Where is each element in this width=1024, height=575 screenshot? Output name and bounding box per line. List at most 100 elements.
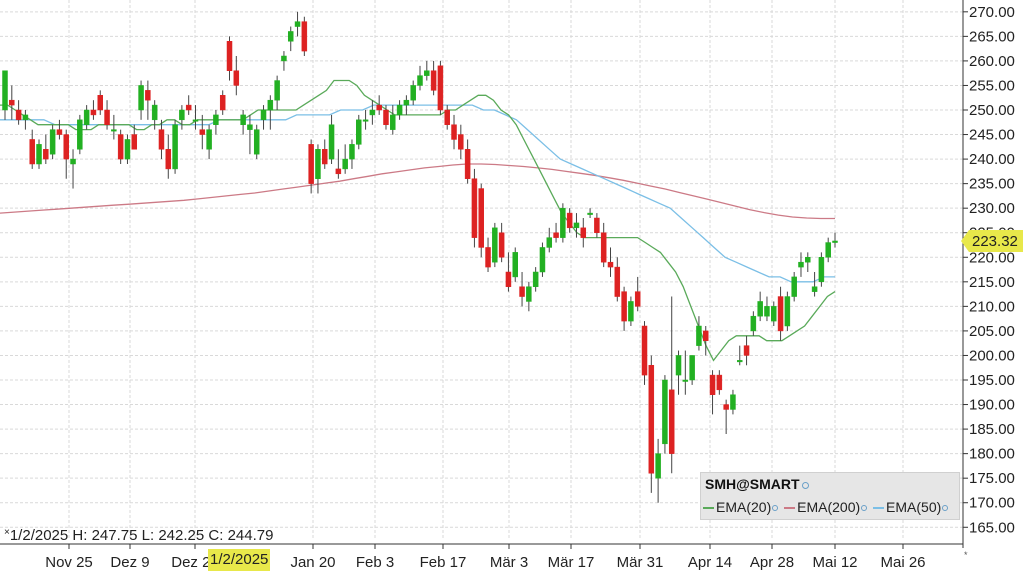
candle	[158, 119, 165, 160]
candle	[287, 26, 294, 52]
candle	[566, 208, 573, 233]
x-axis: Nov 25 Dez 9 Dez 23 Jan 20 Feb 3 Feb 17 Mär 3 M…	[0, 543, 963, 571]
x-tick-label: Jan 20	[290, 554, 335, 571]
candle	[444, 105, 450, 130]
candle	[376, 95, 382, 115]
ema20-path	[0, 79, 836, 362]
candle	[424, 60, 430, 81]
candle-body	[478, 188, 484, 248]
candle-body	[145, 90, 151, 101]
candle	[226, 36, 233, 81]
ema200-path	[0, 163, 835, 220]
candle-body	[315, 149, 321, 179]
candle	[743, 335, 750, 366]
candle-body	[22, 114, 29, 121]
candle	[83, 105, 90, 130]
candle	[308, 139, 314, 194]
candle-body	[594, 217, 600, 233]
info-close: 244.79	[227, 527, 274, 544]
legend-item-ema20[interactable]: EMA(20)	[703, 499, 779, 515]
candle-body	[825, 242, 831, 258]
candle-body	[308, 144, 314, 184]
candle	[437, 60, 444, 115]
candle-body	[335, 168, 342, 175]
legend-item-ema50[interactable]: EMA(50)	[873, 499, 949, 515]
candle-body	[716, 374, 723, 391]
candle-body	[512, 252, 518, 278]
candle	[410, 80, 416, 106]
candle-body	[662, 379, 668, 445]
candle	[322, 139, 328, 169]
candle-body	[573, 222, 580, 229]
candle	[403, 95, 410, 115]
candle	[315, 144, 321, 194]
candle	[771, 301, 777, 326]
candle	[396, 100, 403, 120]
ema200-line	[0, 163, 835, 220]
candle	[267, 95, 274, 130]
x-tick-label: Feb 17	[420, 554, 467, 571]
candle-body	[437, 65, 444, 111]
candle-body	[328, 124, 335, 160]
candle-body	[43, 149, 49, 160]
candle	[648, 355, 655, 493]
candle-body	[206, 129, 212, 150]
candle	[478, 183, 484, 258]
candle-body	[301, 21, 308, 52]
candle	[43, 134, 49, 164]
indicator-legend[interactable]: SMH@SMART EMA(20) EMA(200) EMA(50)	[700, 472, 960, 520]
candle	[689, 355, 695, 385]
candle-body	[614, 266, 621, 297]
candle	[560, 203, 566, 243]
settings-dot-icon[interactable]	[861, 505, 868, 512]
candle-body	[253, 129, 260, 155]
candle	[587, 208, 593, 218]
candle	[383, 105, 389, 130]
candle	[165, 134, 172, 179]
y-tick-label: 220.00	[969, 249, 1015, 266]
settings-dot-icon[interactable]	[772, 505, 779, 512]
candle	[151, 100, 158, 130]
candle	[124, 134, 131, 164]
candle-body	[111, 129, 117, 132]
candle-body	[655, 453, 661, 479]
x-tick-label: Nov 25	[45, 554, 93, 571]
candle	[233, 56, 240, 96]
y-tick-label: 255.00	[969, 77, 1015, 94]
candle-body	[764, 306, 770, 317]
candle	[634, 276, 641, 312]
candle-body	[63, 134, 69, 160]
candle	[539, 242, 546, 277]
candle-body	[607, 261, 614, 268]
settings-dot-icon[interactable]	[801, 481, 809, 489]
ema20-swatch	[703, 507, 714, 510]
settings-dot-icon[interactable]	[942, 505, 949, 512]
candle	[56, 119, 63, 140]
candle-body	[498, 232, 505, 258]
candle-body	[36, 144, 42, 165]
candle-body	[600, 232, 607, 263]
candle-body	[451, 124, 457, 140]
candle	[369, 100, 376, 125]
candle-body	[702, 330, 709, 341]
candle-body	[805, 257, 811, 263]
candle-body	[192, 119, 199, 122]
candle	[328, 114, 335, 164]
candle	[342, 144, 348, 174]
candle	[104, 100, 110, 130]
candle	[185, 95, 192, 115]
y-tick-label: 175.00	[969, 470, 1015, 487]
candle	[9, 85, 15, 120]
candle-body	[97, 95, 103, 111]
candle	[730, 389, 736, 415]
candle-body	[390, 114, 396, 130]
candle-body	[750, 315, 757, 332]
candle	[213, 110, 219, 135]
candle-body	[138, 85, 144, 111]
candle	[546, 227, 553, 253]
candle-body	[798, 261, 804, 268]
y-tick-label: 195.00	[969, 372, 1015, 389]
candle	[451, 114, 457, 150]
legend-item-ema200[interactable]: EMA(200)	[784, 499, 868, 515]
